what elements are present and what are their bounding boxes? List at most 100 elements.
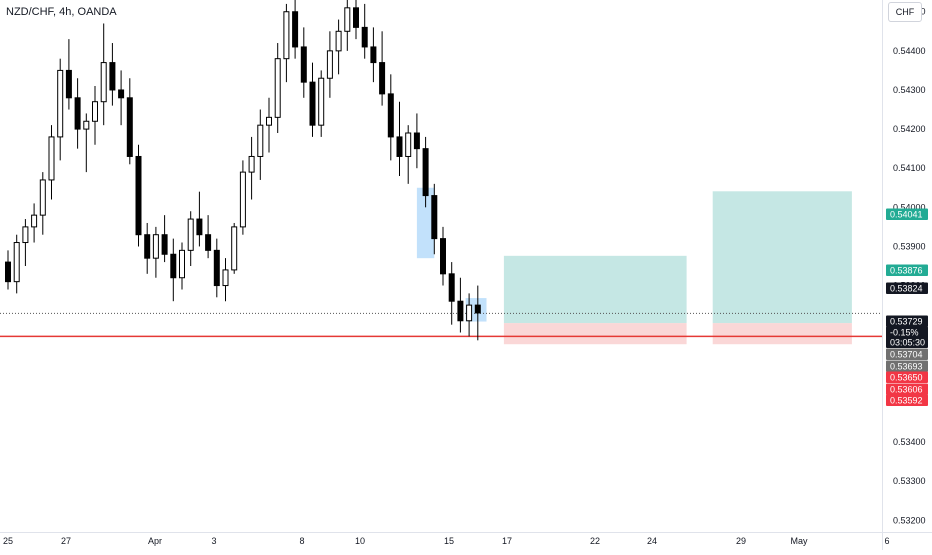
x-tick-label: 17 <box>502 536 512 546</box>
y-tick-label: 0.54000 <box>893 202 926 212</box>
candle-body <box>431 195 438 240</box>
price-tag-bg <box>886 360 928 372</box>
stop-zone <box>712 323 852 345</box>
price-tag-text: 03:05:30 <box>890 338 925 348</box>
candle-body <box>344 7 351 32</box>
candle-body <box>257 124 264 157</box>
candle-body <box>466 304 473 322</box>
candle-body <box>283 11 290 60</box>
y-tick-label: 0.54100 <box>893 163 926 173</box>
x-tick-label: 10 <box>355 536 365 546</box>
x-tick-label: 24 <box>647 536 657 546</box>
price-tag-text: 0.53650 <box>890 373 923 383</box>
candle-body <box>248 155 255 173</box>
candle-body <box>335 30 342 52</box>
currency-button[interactable]: CHF <box>888 2 922 22</box>
candle-body <box>83 120 90 130</box>
candle-body <box>65 69 72 99</box>
candle-body <box>118 89 125 99</box>
candle-body <box>170 253 177 279</box>
candle-body <box>361 26 368 48</box>
candle-body <box>448 273 455 302</box>
candle-body <box>31 214 38 228</box>
candle-body <box>126 97 133 157</box>
candle-body <box>109 62 116 91</box>
y-tick-label: 0.54200 <box>893 124 926 134</box>
price-tag-bg <box>886 326 928 338</box>
candle-body <box>300 46 307 83</box>
y-tick-label: 0.53400 <box>893 437 926 447</box>
x-tick-label: 22 <box>590 536 600 546</box>
candle-body <box>13 242 20 283</box>
candle-body <box>179 249 185 279</box>
candle-body <box>196 218 203 236</box>
target-zone <box>503 255 687 324</box>
candle-body <box>92 101 98 122</box>
price-tag-bg <box>886 315 928 327</box>
price-tag-text: 0.54041 <box>890 210 923 220</box>
candle-body <box>187 218 194 251</box>
price-tag-bg <box>886 348 928 360</box>
candle-body <box>266 116 272 126</box>
y-tick-label: 0.53300 <box>893 476 926 486</box>
candle-body <box>370 46 377 64</box>
candle-body <box>152 234 159 259</box>
candle-body <box>405 132 412 157</box>
candle-body <box>239 171 246 228</box>
price-tag-bg <box>886 371 928 383</box>
price-tag-text: 0.53824 <box>890 284 923 294</box>
y-tick-label: 0.53200 <box>893 515 926 525</box>
price-tag-bg <box>886 208 928 220</box>
candle-body <box>274 58 281 118</box>
x-tick-label: 27 <box>61 536 71 546</box>
x-tick-label: 15 <box>444 536 454 546</box>
candle-body <box>413 132 420 150</box>
candle-body <box>440 238 446 275</box>
candle-body <box>222 269 229 287</box>
price-tag-text: 0.53606 <box>890 385 923 395</box>
price-tag-text: 0.53729 <box>890 317 923 327</box>
x-tick-label: Apr <box>148 536 162 546</box>
candle-body <box>100 62 107 103</box>
price-tag-bg <box>886 282 928 294</box>
price-tag-bg <box>886 264 928 276</box>
candle-body <box>231 226 238 271</box>
x-tick-label: 25 <box>3 536 13 546</box>
price-tag-bg <box>886 394 928 406</box>
candle-body <box>135 155 142 236</box>
candle-body <box>326 50 333 79</box>
price-tag-bg <box>886 336 928 348</box>
price-tag-text: 0.53693 <box>890 362 923 372</box>
target-zone <box>712 191 852 324</box>
candle-body <box>74 97 81 130</box>
candle-body <box>48 136 55 181</box>
candle-body <box>213 249 220 287</box>
stop-zone <box>503 323 687 345</box>
x-tick-label: 3 <box>211 536 216 546</box>
price-tag-text: -0.15% <box>890 328 919 338</box>
y-tick-label: 0.54400 <box>893 46 926 56</box>
x-tick-label: May <box>790 536 808 546</box>
x-tick-label: 6 <box>884 536 889 546</box>
price-tag-text: 0.53876 <box>890 266 923 276</box>
candle-body <box>387 93 394 138</box>
candle-body <box>22 226 29 244</box>
candle-body <box>5 261 11 283</box>
candle-body <box>309 81 316 126</box>
chart-title: NZD/CHF, 4h, OANDA <box>6 6 117 18</box>
candle-body <box>457 300 464 322</box>
price-tag-text: 0.53704 <box>890 350 923 360</box>
y-tick-label: 0.54300 <box>893 85 926 95</box>
candle-body <box>422 148 429 197</box>
candle-body <box>474 304 481 314</box>
candle-body <box>379 62 386 95</box>
candle-body <box>161 234 168 255</box>
candle-body <box>353 7 359 28</box>
x-tick-label: 8 <box>299 536 304 546</box>
price-tag-text: 0.53592 <box>890 396 923 406</box>
candle-body <box>57 69 64 138</box>
y-tick-label: 0.53900 <box>893 241 926 251</box>
candle-body <box>144 234 151 259</box>
